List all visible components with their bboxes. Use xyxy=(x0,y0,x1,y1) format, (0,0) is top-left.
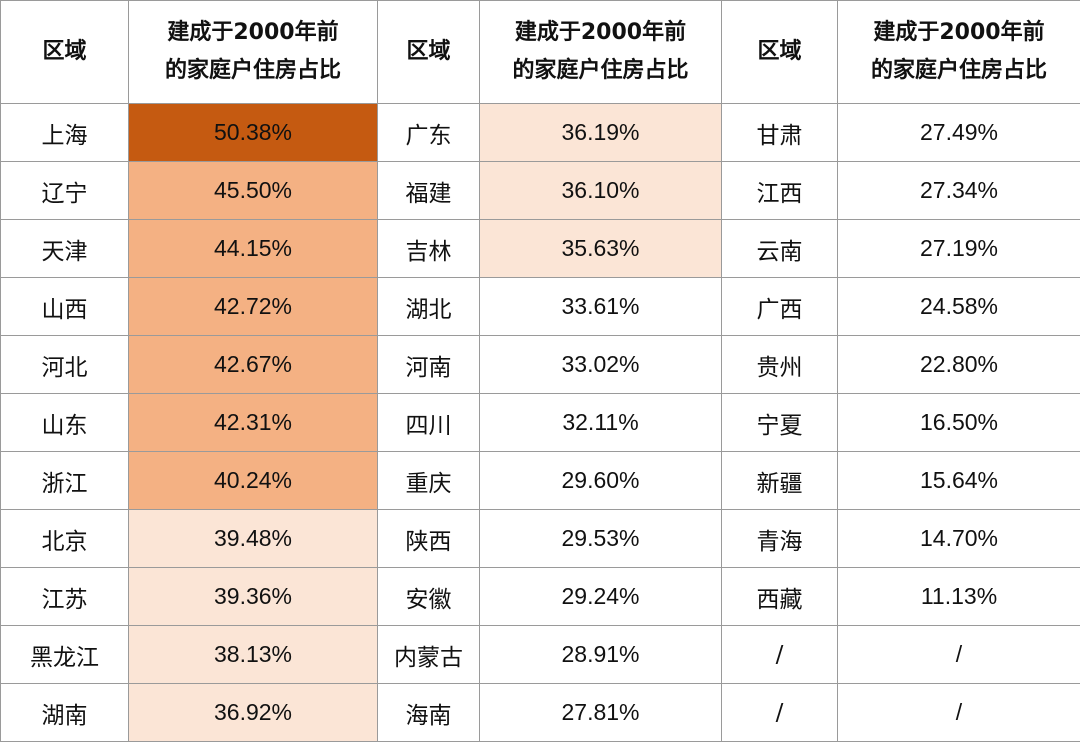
share-cell: 39.48% xyxy=(128,509,378,568)
share-cell: 27.19% xyxy=(837,219,1080,278)
header-text: 建成于2000年前 xyxy=(514,20,687,45)
share-cell: 50.38% xyxy=(128,103,378,162)
share-cell: 29.24% xyxy=(479,567,722,626)
header-cell: 区域 xyxy=(0,0,129,104)
region-cell: 江苏 xyxy=(0,567,129,626)
region-cell: / xyxy=(721,683,838,742)
share-cell: 38.13% xyxy=(128,625,378,684)
region-cell: 吉林 xyxy=(377,219,480,278)
table-body: 上海 50.38% 广东 36.19% 甘肃 27.49% 辽宁 45.50% 福建 36.10%… xyxy=(0,103,1080,742)
header-text: 建成于2000年前 xyxy=(167,20,339,45)
region-cell: 陕西 xyxy=(377,509,480,568)
region-cell: 重庆 xyxy=(377,451,480,510)
region-cell: 青海 xyxy=(721,509,838,568)
region-cell: 广东 xyxy=(377,103,480,162)
header-text: 区域 xyxy=(757,39,802,64)
region-cell: 西藏 xyxy=(721,567,838,626)
share-cell: 15.64% xyxy=(837,451,1080,510)
share-cell: 16.50% xyxy=(837,393,1080,452)
region-cell: 安徽 xyxy=(377,567,480,626)
header-row: 区域 建成于2000年前 的家庭户住房占比 区域 建成于2000年前 的家庭户住房占比 区域… xyxy=(0,0,1080,104)
share-cell: 27.49% xyxy=(837,103,1080,162)
header-text: 的家庭户住房占比 xyxy=(164,58,341,83)
region-cell: 山东 xyxy=(0,393,129,452)
share-cell: 45.50% xyxy=(128,161,378,220)
table-row: 黑龙江 38.13% 内蒙古 28.91% / / xyxy=(0,625,1080,684)
table-row: 辽宁 45.50% 福建 36.10% 江西 27.34% xyxy=(0,161,1080,220)
header-cell: 建成于2000年前 的家庭户住房占比 xyxy=(128,0,378,104)
region-cell: 内蒙古 xyxy=(377,625,480,684)
region-cell: 北京 xyxy=(0,509,129,568)
share-cell: 29.53% xyxy=(479,509,722,568)
header-text: 的家庭户住房占比 xyxy=(870,58,1047,83)
header-cell: 区域 xyxy=(377,0,480,104)
header-text: 区域 xyxy=(42,39,87,64)
region-cell: 广西 xyxy=(721,277,838,336)
share-cell: 14.70% xyxy=(837,509,1080,568)
region-cell: / xyxy=(721,625,838,684)
region-cell: 江西 xyxy=(721,161,838,220)
region-cell: 浙江 xyxy=(0,451,129,510)
share-cell: 42.31% xyxy=(128,393,378,452)
header-cell: 建成于2000年前 的家庭户住房占比 xyxy=(837,0,1080,104)
region-cell: 河南 xyxy=(377,335,480,394)
share-cell: 35.63% xyxy=(479,219,722,278)
share-cell: 36.92% xyxy=(128,683,378,742)
share-cell: 24.58% xyxy=(837,277,1080,336)
region-cell: 辽宁 xyxy=(0,161,129,220)
share-cell: 42.72% xyxy=(128,277,378,336)
share-cell: 44.15% xyxy=(128,219,378,278)
region-cell: 湖南 xyxy=(0,683,129,742)
share-cell: 42.67% xyxy=(128,335,378,394)
header-text: 建成于2000年前 xyxy=(873,20,1045,45)
share-cell: 28.91% xyxy=(479,625,722,684)
region-cell: 湖北 xyxy=(377,277,480,336)
share-cell: / xyxy=(837,683,1080,742)
share-cell: 36.19% xyxy=(479,103,722,162)
share-cell: 39.36% xyxy=(128,567,378,626)
region-cell: 新疆 xyxy=(721,451,838,510)
share-cell: 29.60% xyxy=(479,451,722,510)
share-cell: / xyxy=(837,625,1080,684)
region-cell: 贵州 xyxy=(721,335,838,394)
share-cell: 27.34% xyxy=(837,161,1080,220)
region-cell: 云南 xyxy=(721,219,838,278)
table-row: 山东 42.31% 四川 32.11% 宁夏 16.50% xyxy=(0,393,1080,452)
region-cell: 四川 xyxy=(377,393,480,452)
share-cell: 32.11% xyxy=(479,393,722,452)
table-row: 山西 42.72% 湖北 33.61% 广西 24.58% xyxy=(0,277,1080,336)
share-cell: 11.13% xyxy=(837,567,1080,626)
region-cell: 宁夏 xyxy=(721,393,838,452)
table-row: 河北 42.67% 河南 33.02% 贵州 22.80% xyxy=(0,335,1080,394)
region-cell: 福建 xyxy=(377,161,480,220)
header-text: 区域 xyxy=(406,39,451,64)
region-cell: 上海 xyxy=(0,103,129,162)
region-cell: 山西 xyxy=(0,277,129,336)
header-cell: 区域 xyxy=(721,0,838,104)
table-row: 江苏 39.36% 安徽 29.24% 西藏 11.13% xyxy=(0,567,1080,626)
region-cell: 河北 xyxy=(0,335,129,394)
share-cell: 27.81% xyxy=(479,683,722,742)
share-cell: 36.10% xyxy=(479,161,722,220)
region-cell: 黑龙江 xyxy=(0,625,129,684)
region-cell: 海南 xyxy=(377,683,480,742)
table-row: 浙江 40.24% 重庆 29.60% 新疆 15.64% xyxy=(0,451,1080,510)
table-row: 北京 39.48% 陕西 29.53% 青海 14.70% xyxy=(0,509,1080,568)
table-row: 上海 50.38% 广东 36.19% 甘肃 27.49% xyxy=(0,103,1080,162)
share-cell: 40.24% xyxy=(128,451,378,510)
share-cell: 33.02% xyxy=(479,335,722,394)
region-cell: 甘肃 xyxy=(721,103,838,162)
header-text: 的家庭户住房占比 xyxy=(512,58,689,83)
table-row: 湖南 36.92% 海南 27.81% / / xyxy=(0,683,1080,742)
share-cell: 33.61% xyxy=(479,277,722,336)
region-cell: 天津 xyxy=(0,219,129,278)
table-row: 天津 44.15% 吉林 35.63% 云南 27.19% xyxy=(0,219,1080,278)
share-cell: 22.80% xyxy=(837,335,1080,394)
header-cell: 建成于2000年前 的家庭户住房占比 xyxy=(479,0,722,104)
